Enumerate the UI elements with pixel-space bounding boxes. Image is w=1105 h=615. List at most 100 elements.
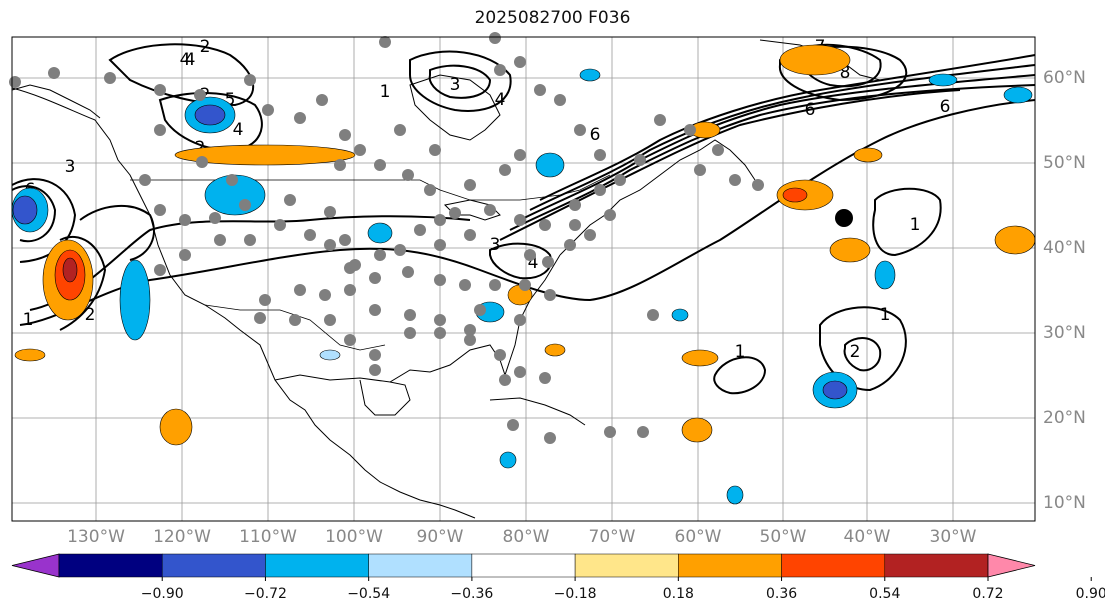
station-marker <box>196 156 208 168</box>
station-marker <box>489 32 501 44</box>
station-marker <box>194 89 206 101</box>
station-marker <box>48 67 60 79</box>
latitude-label: 30°N <box>1043 323 1086 343</box>
contour-label: 2 <box>200 37 211 57</box>
station-marker <box>324 239 336 251</box>
yucatan <box>359 379 411 416</box>
contour-label: 1 <box>735 342 746 362</box>
station-marker <box>424 184 436 196</box>
station-marker <box>647 309 659 321</box>
station-marker <box>226 174 238 186</box>
station-marker <box>499 164 511 176</box>
longitude-label: 120°W <box>153 527 211 547</box>
anomaly-shade <box>119 259 151 341</box>
station-marker <box>369 272 381 284</box>
contour-label: 3 <box>450 75 461 95</box>
station-marker <box>484 204 496 216</box>
station-marker <box>539 372 551 384</box>
chart-title: 2025082700 F036 <box>474 8 631 28</box>
station-marker <box>284 194 296 206</box>
east-coast <box>559 139 756 256</box>
station-marker <box>544 432 556 444</box>
colorbar-segment <box>368 553 473 578</box>
station-marker <box>752 179 764 191</box>
station-marker <box>339 234 351 246</box>
station-marker <box>634 154 646 166</box>
contour-label: 2 <box>850 342 861 362</box>
contour-label: 8 <box>840 63 851 83</box>
longitude-label: 130°W <box>67 527 125 547</box>
station-marker <box>274 219 286 231</box>
contour-label: 3 <box>65 157 76 177</box>
station-marker <box>554 94 566 106</box>
station-marker <box>569 219 581 231</box>
anomaly-shade <box>62 257 78 283</box>
station-marker <box>514 149 526 161</box>
station-marker <box>369 349 381 361</box>
anomaly-shade <box>928 73 958 87</box>
station-marker <box>507 419 519 431</box>
colorbar-extend-min <box>11 553 60 578</box>
station-marker <box>402 266 414 278</box>
black-marker <box>835 209 853 227</box>
station-marker <box>402 169 414 181</box>
alaska-coast <box>11 84 101 119</box>
station-marker <box>139 174 151 186</box>
station-marker <box>514 366 526 378</box>
anomaly-shade <box>174 144 356 166</box>
contour-label: 5 <box>225 90 236 110</box>
station-marker <box>524 249 536 261</box>
station-marker <box>344 284 356 296</box>
station-marker <box>404 309 416 321</box>
longitude-label: 70°W <box>588 527 636 547</box>
station-marker <box>474 304 486 316</box>
station-marker <box>324 314 336 326</box>
station-marker <box>334 159 346 171</box>
anomaly-shade <box>159 408 193 446</box>
station-marker <box>379 36 391 48</box>
station-marker <box>684 124 696 136</box>
contour-label: 4 <box>528 253 539 273</box>
station-marker <box>534 84 546 96</box>
anomaly-shade <box>782 187 808 203</box>
station-marker <box>104 72 116 84</box>
colorbar-tick-label: −0.54 <box>347 586 391 602</box>
anomaly-shade <box>12 195 38 225</box>
station-marker <box>244 74 256 86</box>
station-marker <box>294 284 306 296</box>
latitude-label: 10°N <box>1043 493 1086 513</box>
station-marker <box>434 239 446 251</box>
shaded-anomalies <box>11 44 1036 505</box>
station-marker <box>464 324 476 336</box>
cuba <box>489 397 586 426</box>
station-marker <box>464 334 476 346</box>
station-marker <box>259 294 271 306</box>
station-marker <box>594 149 606 161</box>
station-marker <box>304 229 316 241</box>
station-marker <box>369 304 381 316</box>
station-marker <box>394 244 406 256</box>
station-marker <box>209 212 221 224</box>
station-marker <box>374 159 386 171</box>
station-marker <box>729 174 741 186</box>
station-marker <box>494 64 506 76</box>
longitude-label: 110°W <box>239 527 297 547</box>
station-marker <box>514 314 526 326</box>
station-marker <box>429 144 441 156</box>
station-marker <box>316 94 328 106</box>
station-marker <box>244 234 256 246</box>
latitude-label: 60°N <box>1043 68 1086 88</box>
contour-labels: 4252324634121346161217864 <box>23 37 951 362</box>
station-marker <box>179 214 191 226</box>
station-marker <box>254 312 266 324</box>
station-marker <box>489 279 501 291</box>
station-marker <box>319 289 331 301</box>
station-marker <box>294 112 306 124</box>
colorbar-tick-label: 0.54 <box>869 586 901 602</box>
colorbar-segment <box>574 553 679 578</box>
anomaly-shade <box>726 485 744 505</box>
station-marker <box>514 56 526 68</box>
contour-label: 6 <box>805 100 816 120</box>
latitude-label: 20°N <box>1043 408 1086 428</box>
